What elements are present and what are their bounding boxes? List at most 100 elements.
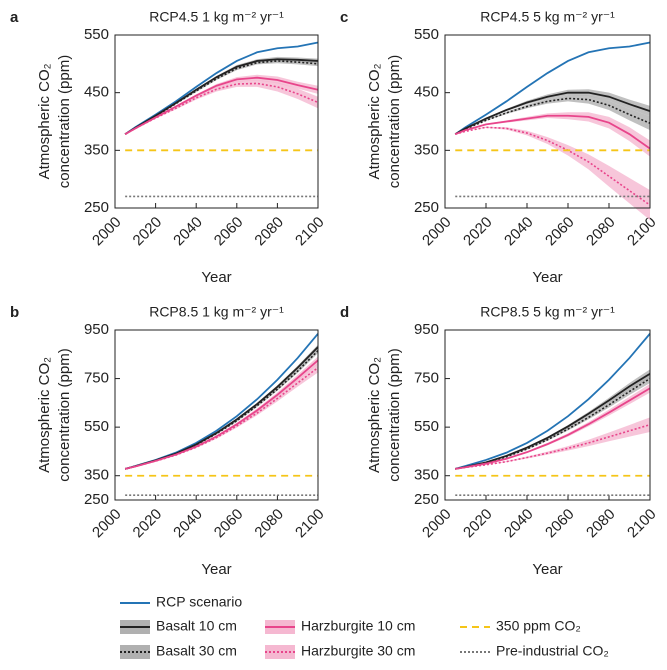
- series-line: [124, 60, 319, 135]
- uncertainty-band: [125, 356, 319, 469]
- x-tick-label: 2040: [501, 214, 537, 250]
- plot-area: [124, 333, 319, 496]
- legend-band: [265, 645, 295, 659]
- y-axis-label: concentration (ppm): [386, 55, 403, 188]
- y-tick-label: 550: [414, 26, 439, 43]
- series-line: [455, 126, 651, 206]
- y-tick-label: 550: [84, 26, 109, 43]
- x-tick-label: 2060: [542, 214, 578, 250]
- x-axis-label: Year: [201, 269, 231, 286]
- y-tick-label: 750: [414, 370, 439, 387]
- series-line: [454, 41, 651, 135]
- axes-frame: [114, 329, 319, 501]
- x-axis-label: Year: [201, 561, 231, 578]
- y-tick-label: 350: [84, 467, 109, 484]
- x-tick-label: 2000: [419, 214, 455, 250]
- chart-title: RCP4.5 1 kg m⁻² yr⁻¹: [149, 9, 284, 25]
- plot-area: [455, 333, 651, 496]
- axes-frame: [114, 34, 319, 209]
- uncertainty-band: [455, 112, 650, 157]
- y-tick-label: 250: [84, 199, 109, 216]
- plot-area: [454, 41, 651, 221]
- panel-label: b: [10, 304, 19, 321]
- y-axis-label: Atmospheric CO₂: [366, 357, 383, 473]
- x-tick-label: 2060: [211, 214, 247, 250]
- x-tick-label: 2100: [292, 506, 328, 542]
- y-tick-label: 450: [414, 84, 439, 101]
- legend-label: RCP scenario: [156, 594, 242, 610]
- panel-label: c: [340, 9, 348, 26]
- x-tick-label: 2060: [211, 506, 247, 542]
- x-tick-label: 2040: [170, 214, 206, 250]
- panel-label: d: [340, 304, 349, 321]
- x-tick-label: 2100: [624, 506, 660, 542]
- x-tick-label: 2080: [251, 214, 287, 250]
- series-line: [455, 333, 651, 470]
- series-line: [455, 372, 651, 470]
- y-tick-label: 250: [414, 491, 439, 508]
- x-tick-label: 2100: [624, 214, 660, 250]
- x-tick-label: 2020: [460, 506, 496, 542]
- legend-label: Basalt 10 cm: [156, 618, 237, 634]
- y-tick-label: 750: [84, 370, 109, 387]
- x-tick-label: 2020: [130, 214, 166, 250]
- x-tick-label: 2020: [130, 506, 166, 542]
- y-tick-label: 250: [84, 491, 109, 508]
- x-axis-label: Year: [532, 269, 562, 286]
- uncertainty-band: [455, 95, 650, 135]
- chart-title: RCP4.5 5 kg m⁻² yr⁻¹: [480, 9, 615, 25]
- y-tick-label: 350: [84, 141, 109, 158]
- y-axis-label: concentration (ppm): [56, 348, 73, 481]
- x-tick-label: 2040: [170, 506, 206, 542]
- panel-label: a: [10, 9, 19, 26]
- y-tick-label: 550: [84, 418, 109, 435]
- series-line: [454, 91, 651, 135]
- axes-frame: [444, 34, 651, 209]
- series-line: [124, 346, 319, 470]
- x-tick-label: 2080: [583, 214, 619, 250]
- uncertainty-band: [455, 126, 650, 221]
- series-line: [124, 76, 319, 135]
- legend-band: [120, 645, 150, 659]
- y-tick-label: 350: [414, 467, 439, 484]
- y-tick-label: 550: [414, 418, 439, 435]
- series-line: [454, 97, 651, 135]
- x-tick-label: 2000: [89, 506, 125, 542]
- legend-label: Basalt 30 cm: [156, 643, 237, 659]
- y-tick-label: 250: [414, 199, 439, 216]
- series-line: [124, 58, 319, 135]
- uncertainty-band: [125, 344, 319, 469]
- uncertainty-band: [125, 79, 319, 135]
- y-axis-label: Atmospheric CO₂: [36, 63, 53, 179]
- uncertainty-band: [455, 374, 650, 469]
- series-line: [455, 387, 651, 470]
- x-tick-label: 2080: [583, 506, 619, 542]
- x-tick-label: 2020: [460, 214, 496, 250]
- legend-label: Harzburgite 10 cm: [301, 618, 415, 634]
- y-axis-label: Atmospheric CO₂: [36, 357, 53, 473]
- series-line: [124, 333, 319, 470]
- chart-title: RCP8.5 1 kg m⁻² yr⁻¹: [149, 304, 284, 320]
- series-line: [455, 423, 651, 470]
- y-axis-label: concentration (ppm): [386, 348, 403, 481]
- series-line: [454, 114, 651, 150]
- series-line: [124, 82, 319, 135]
- x-tick-label: 2100: [292, 214, 328, 250]
- axes-frame: [444, 329, 651, 501]
- y-tick-label: 950: [84, 321, 109, 338]
- legend-label: Harzburgite 30 cm: [301, 643, 415, 659]
- chart-title: RCP8.5 5 kg m⁻² yr⁻¹: [480, 304, 615, 320]
- x-tick-label: 2060: [542, 506, 578, 542]
- x-tick-label: 2080: [251, 506, 287, 542]
- y-tick-label: 350: [414, 141, 439, 158]
- y-tick-label: 450: [84, 84, 109, 101]
- legend-label: Pre-industrial CO₂: [496, 643, 609, 659]
- y-axis-label: concentration (ppm): [56, 55, 73, 188]
- y-axis-label: Atmospheric CO₂: [366, 63, 383, 179]
- x-axis-label: Year: [532, 561, 562, 578]
- plot-area: [124, 41, 319, 198]
- legend-label: 350 ppm CO₂: [496, 618, 581, 634]
- x-tick-label: 2040: [501, 506, 537, 542]
- series-line: [124, 367, 319, 470]
